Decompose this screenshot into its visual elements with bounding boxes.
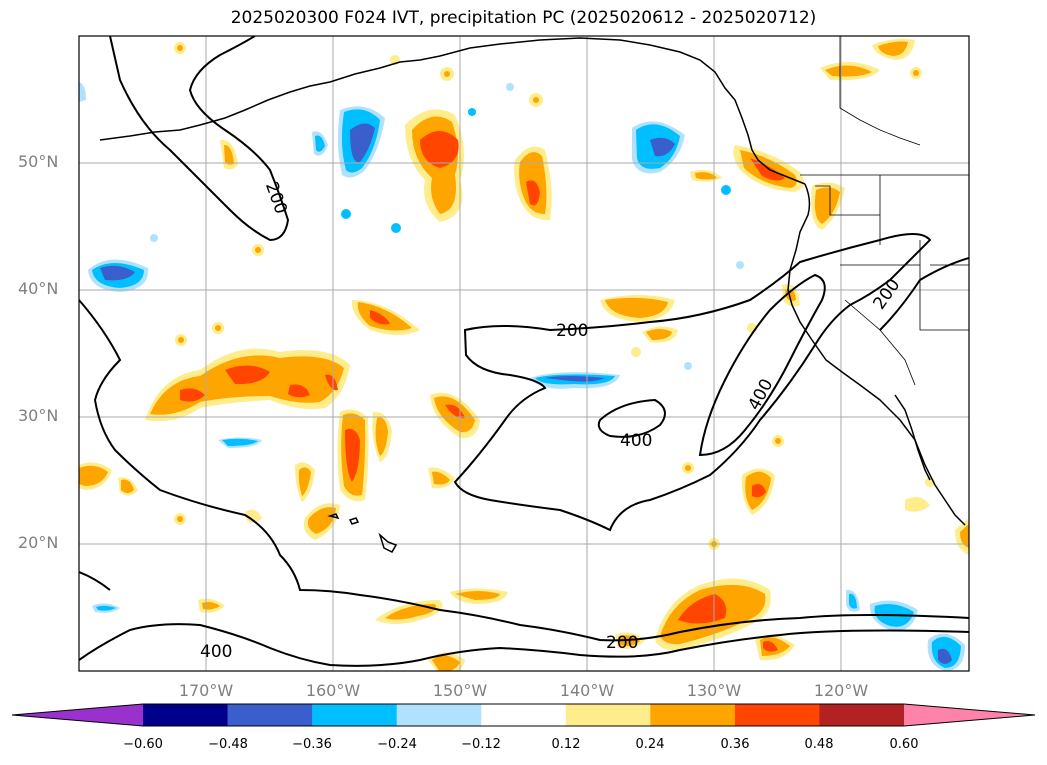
colorbar-tick-label: 0.48 xyxy=(804,737,834,752)
map-frame xyxy=(78,35,970,672)
colorbar-swatch xyxy=(734,704,820,726)
colorbar-swatch xyxy=(312,704,398,726)
colorbar-tick-label: −0.12 xyxy=(461,737,501,752)
lon-label: 120°W xyxy=(813,681,869,700)
colorbar-outline xyxy=(11,703,1036,727)
colorbar-tick-label: 0.36 xyxy=(720,737,750,752)
colorbar xyxy=(11,703,1036,727)
contour-label: 200 xyxy=(556,321,588,341)
colorbar-extend-low xyxy=(12,704,143,726)
contour-label: 400 xyxy=(620,431,652,451)
chart-title: 2025020300 F024 IVT, precipitation PC (2… xyxy=(230,8,817,28)
lon-label: 130°W xyxy=(686,681,742,700)
contour-label: 200 xyxy=(606,633,638,653)
colorbar-extend-high xyxy=(904,704,1035,726)
colorbar-tick-label: −0.48 xyxy=(208,737,248,752)
colorbar-tick-label: −0.24 xyxy=(377,737,417,752)
ivt-contours xyxy=(79,36,969,667)
political-borders xyxy=(800,36,969,386)
colorbar-swatch xyxy=(819,704,905,726)
lon-label: 150°W xyxy=(432,681,488,700)
colorbar-tick-label: 0.12 xyxy=(551,737,581,752)
lon-label: 160°W xyxy=(305,681,361,700)
lat-label: 30°N xyxy=(18,406,59,425)
colorbar-swatch xyxy=(227,704,313,726)
lat-label: 40°N xyxy=(18,279,59,298)
map-plot-area: 200 200 200 200 400 400 400 xyxy=(79,36,969,671)
colorbar-swatch xyxy=(650,704,736,726)
colorbar-swatch xyxy=(143,704,229,726)
lat-label: 50°N xyxy=(18,152,59,171)
lon-label: 170°W xyxy=(178,681,234,700)
lon-label: 140°W xyxy=(559,681,615,700)
coastlines xyxy=(99,37,966,553)
lat-label: 20°N xyxy=(18,533,59,552)
colorbar-tick-label: −0.60 xyxy=(123,737,163,752)
colorbar-swatch xyxy=(565,704,651,726)
colorbar-swatch xyxy=(481,704,567,726)
graticule xyxy=(79,36,969,671)
colorbar-tick-label: −0.36 xyxy=(292,737,332,752)
contour-label: 400 xyxy=(200,642,232,662)
colorbar-swatch xyxy=(396,704,482,726)
contour-label-group: 200 200 200 200 400 400 400 xyxy=(200,179,904,662)
colorbar-tick-label: 0.24 xyxy=(635,737,665,752)
colorbar-tick-label: 0.60 xyxy=(889,737,919,752)
